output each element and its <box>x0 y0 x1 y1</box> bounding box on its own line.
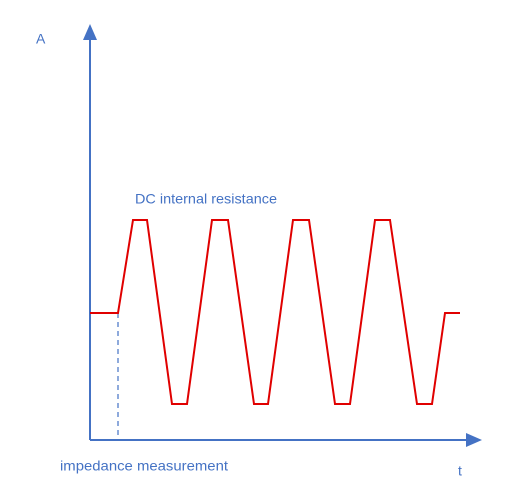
y-label: A <box>36 31 46 47</box>
annotation-bottom: impedance measurement <box>60 458 228 474</box>
annotation-top: DC internal resistance <box>135 191 277 207</box>
x-label: t <box>458 463 462 479</box>
x-axis-arrow <box>466 433 482 447</box>
waveform <box>90 219 460 405</box>
y-axis-arrow <box>83 24 97 40</box>
